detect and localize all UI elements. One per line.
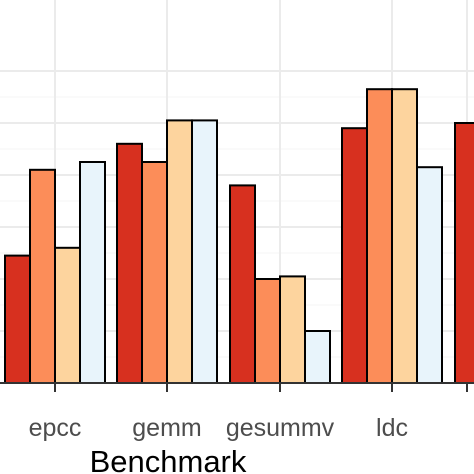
x-tick-label-gesummv: gesummv — [226, 414, 335, 442]
bar-gemm-3 — [166, 119, 193, 385]
bar-gesummv-2 — [254, 278, 281, 384]
bar-gesummv-1 — [229, 184, 256, 384]
x-ticks — [54, 383, 468, 392]
bar-epcc-2 — [29, 168, 56, 384]
bar-epcc-4 — [79, 161, 106, 384]
x-tick-label-ldc: ldc — [376, 414, 408, 442]
bars — [4, 88, 474, 385]
bar-gemm-2 — [141, 161, 168, 384]
bar-gesummv-4 — [304, 330, 331, 384]
bar-gesummv-3 — [279, 275, 306, 384]
bar-partial-1 — [454, 122, 474, 384]
bar-ldc-1 — [341, 127, 368, 384]
bar-gemm-1 — [116, 142, 143, 384]
bar-epcc-3 — [54, 246, 81, 384]
bar-epcc-1 — [4, 254, 31, 385]
bar-gemm-4 — [191, 119, 218, 385]
x-tick-label-epcc: epcc — [29, 414, 82, 442]
x-axis-title: Benchmark — [90, 444, 247, 474]
x-tick-labels: epcc gemm gesummv ldc — [29, 414, 408, 442]
bar-ldc-2 — [366, 88, 393, 384]
x-tick-label-gemm: gemm — [132, 414, 201, 442]
bar-ldc-3 — [391, 88, 418, 384]
bar-ldc-4 — [416, 166, 443, 384]
